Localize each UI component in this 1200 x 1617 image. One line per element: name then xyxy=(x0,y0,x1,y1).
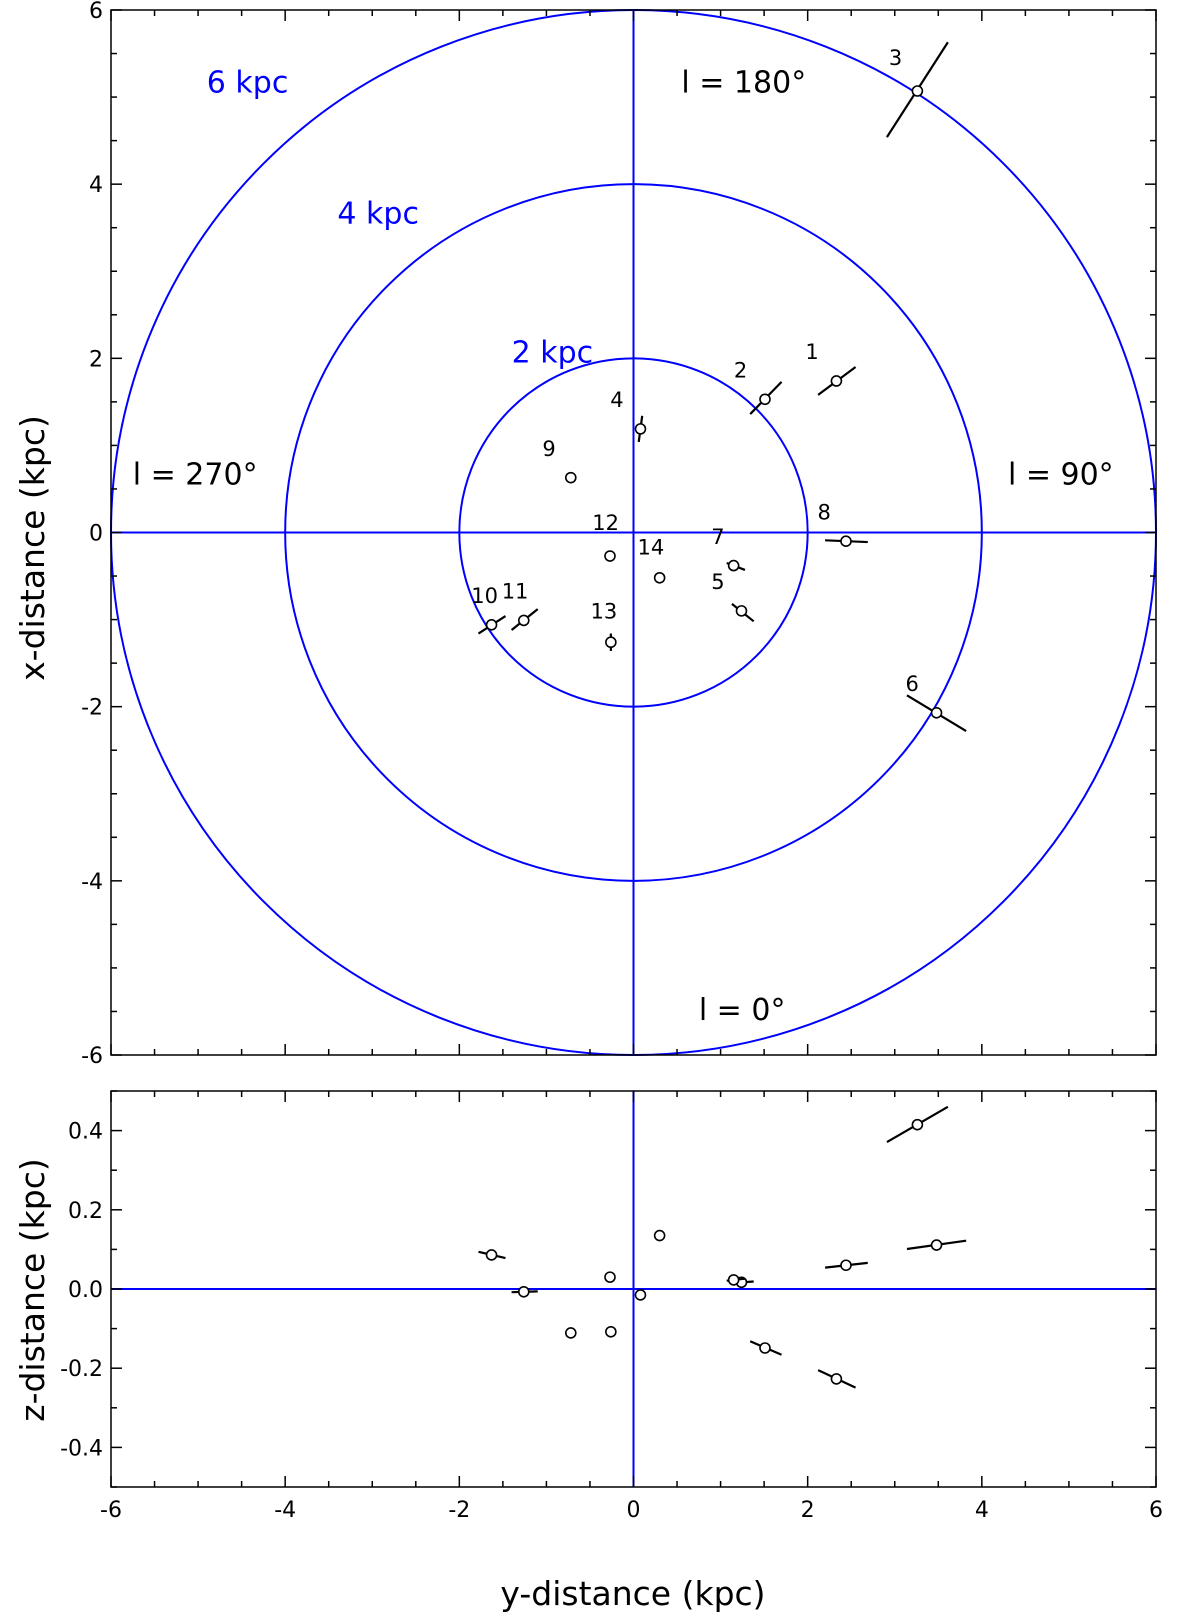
longitude-label: l = 90° xyxy=(1008,458,1114,493)
longitude-label: l = 180° xyxy=(681,66,806,101)
x-tick-label: 2 xyxy=(801,1498,815,1523)
z-data-point xyxy=(911,1118,924,1131)
z-data-point xyxy=(759,1342,771,1354)
bottom-y-tick-label: 0.2 xyxy=(68,1199,103,1224)
data-point-2 xyxy=(759,393,771,406)
top-y-tick-label: -4 xyxy=(81,870,103,895)
ring-label-2kpc: 2 kpc xyxy=(512,336,594,371)
x-tick-label: 0 xyxy=(627,1498,641,1523)
longitude-label: l = 0° xyxy=(699,993,786,1028)
point-label-10: 10 xyxy=(471,584,498,608)
top-y-tick-label: 6 xyxy=(89,0,103,24)
data-point-3 xyxy=(911,85,924,97)
z-data-point xyxy=(605,1325,617,1338)
z-data-point xyxy=(653,1229,666,1242)
point-label-13: 13 xyxy=(591,600,618,624)
z-data-point xyxy=(634,1289,647,1301)
data-point-1 xyxy=(830,375,843,387)
bottom-y-tick-label: -0.2 xyxy=(60,1357,103,1382)
data-point-8 xyxy=(840,535,852,548)
data-point-7 xyxy=(727,559,740,572)
longitude-label: l = 270° xyxy=(133,458,258,493)
point-label-9: 9 xyxy=(542,437,555,461)
point-label-14: 14 xyxy=(638,535,665,559)
ring-label-6kpc: 6 kpc xyxy=(207,66,289,101)
point-label-4: 4 xyxy=(610,388,623,412)
data-point-11 xyxy=(517,614,530,627)
point-label-12: 12 xyxy=(592,511,619,535)
data-point-13 xyxy=(605,636,617,649)
data-point-9 xyxy=(564,471,577,484)
data-point-12 xyxy=(604,550,616,562)
bottom-y-tick-label: 0.0 xyxy=(68,1278,103,1303)
point-label-7: 7 xyxy=(711,525,724,549)
z-data-point xyxy=(840,1259,852,1272)
x-tick-label: 4 xyxy=(975,1498,989,1523)
top-y-tick-label: -2 xyxy=(81,696,103,721)
point-label-11: 11 xyxy=(502,580,529,604)
point-label-6: 6 xyxy=(905,672,918,696)
data-point-5 xyxy=(735,605,748,617)
z-data-point xyxy=(727,1274,740,1286)
bottom-y-tick-label: 0.4 xyxy=(68,1120,103,1145)
data-point-14 xyxy=(653,571,666,584)
bottom-panel-edge-on-view: -0.4 -0.2 0.0 0.2 0.4 -6 -4 -2 0 2 4 6 xyxy=(60,1090,1163,1523)
point-label-2: 2 xyxy=(734,358,747,382)
top-y-tick-label: -6 xyxy=(81,1044,103,1069)
data-point-10 xyxy=(485,619,498,631)
point-label-8: 8 xyxy=(818,500,831,524)
top-panel-face-on-view: 2 kpc 4 kpc 6 kpc l = 180° l = 270° l = 90° l … xyxy=(81,0,1157,1069)
x-tick-label: 6 xyxy=(1149,1498,1163,1523)
z-data-point xyxy=(604,1271,616,1283)
top-y-tick-label: 2 xyxy=(89,347,103,372)
x-tick-label: -2 xyxy=(448,1498,470,1523)
z-data-point xyxy=(564,1327,577,1339)
z-data-point xyxy=(930,1239,943,1251)
point-label-1: 1 xyxy=(805,340,818,364)
z-data-point xyxy=(517,1285,530,1298)
x-tick-label: -4 xyxy=(274,1498,296,1523)
z-data-point xyxy=(830,1373,843,1385)
z-data-point xyxy=(485,1249,498,1261)
data-point-4 xyxy=(634,423,647,435)
point-label-5: 5 xyxy=(711,570,724,594)
top-y-tick-label: 4 xyxy=(89,173,103,198)
x-tick-label: -6 xyxy=(100,1498,122,1523)
data-point-6 xyxy=(930,706,943,719)
bottom-y-axis-title: z-distance (kpc) xyxy=(13,1158,52,1422)
bottom-y-tick-label: -0.4 xyxy=(60,1436,103,1461)
top-y-tick-label: 0 xyxy=(89,522,103,547)
point-label-3: 3 xyxy=(889,46,902,70)
x-axis-title: y-distance (kpc) xyxy=(500,1574,765,1613)
ring-label-4kpc: 4 kpc xyxy=(337,196,419,231)
top-y-axis-title: x-distance (kpc) xyxy=(13,415,52,681)
